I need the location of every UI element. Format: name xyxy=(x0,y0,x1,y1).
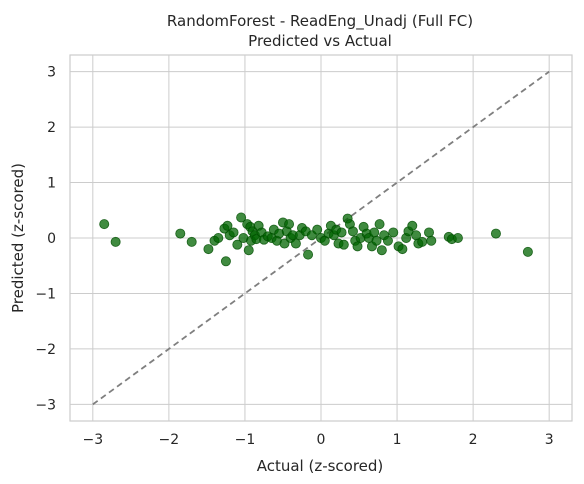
data-point xyxy=(490,228,501,239)
data-point xyxy=(452,232,463,243)
x-axis-label: Actual (z-scored) xyxy=(257,457,384,475)
data-point xyxy=(522,246,533,257)
data-point xyxy=(352,241,363,252)
data-point xyxy=(290,238,301,249)
x-tick-label: 3 xyxy=(545,432,554,448)
plot-frame xyxy=(69,54,573,422)
x-tick-label: 0 xyxy=(317,432,326,448)
data-point xyxy=(426,235,437,246)
data-point xyxy=(284,219,295,230)
chart-subtitle: Predicted vs Actual xyxy=(248,32,392,50)
chart-title: RandomForest - ReadEng_Unadj (Full FC) xyxy=(167,12,473,31)
data-point xyxy=(303,249,314,260)
data-point xyxy=(232,239,243,250)
data-point xyxy=(228,227,239,238)
data-point xyxy=(397,244,408,255)
data-point xyxy=(371,235,382,246)
data-point xyxy=(417,236,428,247)
data-point xyxy=(336,227,347,238)
y-axis-label: Predicted (z-scored) xyxy=(9,163,27,313)
data-points xyxy=(99,212,533,267)
y-tick-label: −3 xyxy=(35,397,56,413)
data-point xyxy=(388,227,399,238)
data-point xyxy=(312,224,323,235)
data-point xyxy=(424,227,435,238)
data-point xyxy=(369,227,380,238)
y-tick-label: 1 xyxy=(47,176,56,192)
data-point xyxy=(236,212,247,223)
data-point xyxy=(338,239,349,250)
data-point xyxy=(243,245,254,256)
data-point xyxy=(99,219,110,230)
x-tick-labels: −3 −2 −1 0 1 2 3 xyxy=(82,432,553,448)
data-point xyxy=(220,256,231,267)
data-point xyxy=(175,228,186,239)
x-tick-label: −1 xyxy=(235,432,256,448)
grid xyxy=(70,55,572,421)
data-point xyxy=(110,236,121,247)
data-point xyxy=(376,245,387,256)
x-tick-label: 1 xyxy=(393,432,402,448)
data-point xyxy=(382,235,393,246)
x-tick-label: 2 xyxy=(469,432,478,448)
data-point xyxy=(186,236,197,247)
data-point xyxy=(213,232,224,243)
data-point xyxy=(222,220,233,231)
data-point xyxy=(374,219,385,230)
data-point xyxy=(347,226,358,237)
y-tick-label: 3 xyxy=(47,65,56,81)
y-tick-labels: −3 −2 −1 0 1 2 3 xyxy=(35,65,56,414)
data-point xyxy=(407,220,418,231)
y-tick-label: −2 xyxy=(35,342,56,358)
y-tick-label: 2 xyxy=(47,120,56,136)
data-point xyxy=(203,244,214,255)
x-tick-label: −3 xyxy=(82,432,103,448)
x-tick-label: −2 xyxy=(159,432,180,448)
y-tick-label: 0 xyxy=(47,231,56,247)
y-tick-label: −1 xyxy=(35,286,56,302)
